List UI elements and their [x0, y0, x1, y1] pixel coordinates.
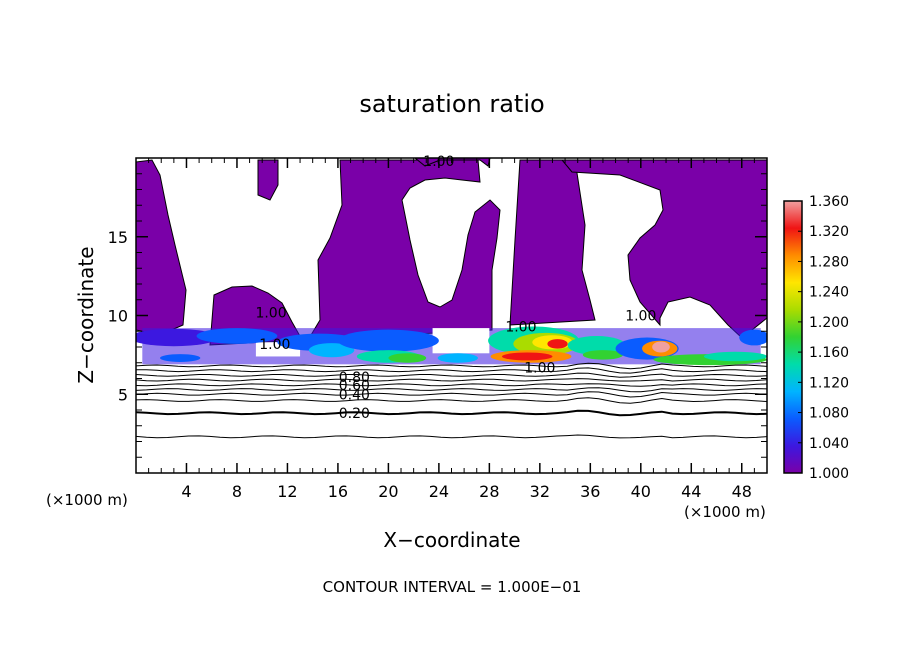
colorbar: 1.360 1.320 1.280 1.240 1.200 1.160 1.120 1.080… [783, 194, 849, 482]
colorbar-scale [783, 200, 803, 474]
colorbar-label: 1.280 [809, 254, 849, 270]
colorbar-label: 1.080 [809, 406, 849, 422]
cloud-blob [159, 354, 201, 362]
x-tick-label: 44 [681, 482, 701, 501]
contour-line [136, 372, 767, 378]
colorbar-label: 1.160 [809, 345, 849, 361]
x-axis-ticks: 4 8 12 16 20 24 28 32 36 40 44 48 [148, 158, 755, 501]
chart-title: saturation ratio [359, 90, 544, 118]
x-unit-right: (×1000 m) [684, 503, 766, 521]
cloud-blob [388, 353, 427, 363]
x-tick-label: 20 [378, 482, 398, 501]
x-tick-label: 12 [277, 482, 297, 501]
y-tick-label: 10 [108, 307, 128, 326]
supersaturated-region [136, 159, 187, 336]
cloud-blob [567, 335, 626, 355]
cloud-blob [582, 350, 624, 360]
contour-label: 1.00 [625, 309, 656, 325]
y-tick-label: 5 [118, 385, 128, 404]
x-tick-label: 40 [631, 482, 651, 501]
contour-label: 0.40 [339, 387, 370, 403]
supersaturated-region [257, 159, 279, 201]
x-tick-label: 4 [181, 482, 191, 501]
cloud-blob [652, 341, 670, 353]
contour-label: 0.60 [339, 378, 370, 394]
contour-line [136, 378, 767, 382]
colorbar-label: 1.240 [809, 285, 849, 301]
x-tick-label: 16 [328, 482, 348, 501]
contour-label: 1.00 [255, 305, 286, 321]
contour-label: 0.80 [339, 370, 370, 386]
cloud-blob [308, 343, 355, 358]
colorbar-label: 1.320 [809, 224, 849, 240]
clear-gap [432, 328, 490, 354]
x-tick-label: 32 [530, 482, 550, 501]
colorbar-label: 1.360 [809, 194, 849, 210]
contour-label: 1.00 [259, 337, 290, 353]
contour-line [136, 397, 767, 404]
x-tick-label: 36 [580, 482, 600, 501]
x-tick-label: 8 [232, 482, 242, 501]
contour-line [136, 383, 767, 387]
colorbar-label: 1.000 [809, 466, 849, 482]
contour-line [136, 362, 767, 370]
cloud-blob [547, 339, 568, 349]
contour-label: 1.00 [505, 320, 536, 336]
colorbar-label: 1.040 [809, 436, 849, 452]
cloud-blob [136, 328, 219, 347]
contour-interval-note: CONTOUR INTERVAL = 1.000E−01 [323, 578, 582, 596]
x-tick-label: 28 [479, 482, 499, 501]
x-axis-label: X−coordinate [383, 528, 520, 552]
contour-labels: 1.001.001.001.001.001.000.800.600.400.20 [255, 154, 656, 422]
y-axis-ticks: 5 10 15 [108, 173, 767, 458]
contour-lines [136, 362, 767, 439]
contour-line [136, 409, 767, 417]
cloud-blob [337, 329, 439, 352]
y-axis-label: Z−coordinate [74, 246, 98, 383]
cloud-blob [437, 353, 479, 363]
x-tick-label: 48 [732, 482, 752, 501]
cloud-blob [703, 351, 767, 362]
contour-label: 1.00 [524, 360, 555, 376]
supersaturated-region [414, 158, 491, 167]
supersaturated-region [209, 159, 501, 346]
contour-label: 0.20 [339, 406, 370, 422]
contour-line [136, 434, 767, 439]
contour-line [136, 387, 767, 393]
colorbar-label: 1.200 [809, 315, 849, 331]
x-tick-label: 24 [429, 482, 449, 501]
supersaturated-region [509, 159, 596, 326]
colorbar-label: 1.120 [809, 375, 849, 391]
contour-line [136, 391, 767, 398]
cloud-blob [739, 329, 767, 346]
contour-line [136, 367, 767, 374]
cloud-blob [501, 352, 553, 361]
saturation-field [136, 158, 767, 366]
x-unit-left: (×1000 m) [46, 491, 128, 509]
cloud-blob [196, 328, 278, 344]
y-tick-label: 15 [108, 228, 128, 247]
